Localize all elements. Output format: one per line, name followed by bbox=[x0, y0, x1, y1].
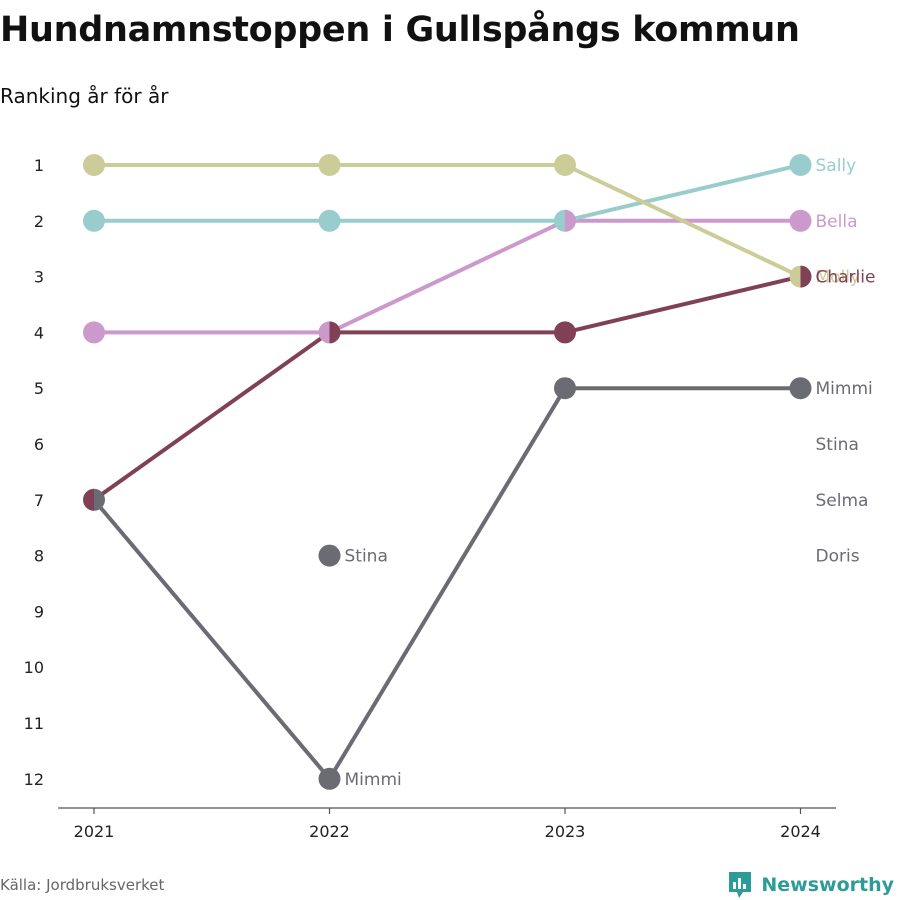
end-label-charlie: Charlie bbox=[816, 268, 876, 288]
series-line-mimmi bbox=[92, 386, 801, 781]
x-tick-label-2022: 2022 bbox=[309, 822, 350, 841]
point-sally-2023 bbox=[554, 209, 565, 232]
point-bella-2021 bbox=[83, 321, 105, 344]
brand-logo: Newsworthy bbox=[727, 870, 894, 900]
x-tick-label-2024: 2024 bbox=[780, 822, 821, 841]
point-mimmi-2022 bbox=[318, 767, 341, 790]
end-label-sally: Sally bbox=[816, 156, 857, 176]
y-tick-label-3: 3 bbox=[34, 268, 44, 287]
y-tick-label-2: 2 bbox=[34, 212, 44, 231]
point-charlie-2023 bbox=[554, 321, 576, 344]
point-bella-2024 bbox=[789, 209, 812, 232]
source-note: Källa: Jordbruksverket bbox=[0, 876, 165, 894]
point-molly-2022 bbox=[318, 154, 341, 176]
y-tick-label-12: 12 bbox=[24, 770, 44, 789]
y-tick-label-11: 11 bbox=[24, 714, 44, 733]
point-mimmi-2023 bbox=[554, 377, 576, 400]
end-label-stina: Stina bbox=[816, 435, 859, 455]
point-molly-2024 bbox=[789, 265, 801, 288]
y-tick-label-4: 4 bbox=[34, 323, 44, 342]
y-tick-label-7: 7 bbox=[34, 491, 44, 510]
end-label-doris: Doris bbox=[816, 547, 860, 567]
series-line-charlie bbox=[92, 274, 801, 502]
annotation-stina-2022: Stina bbox=[345, 547, 388, 567]
point-charlie-2021 bbox=[83, 488, 94, 511]
y-tick-label-8: 8 bbox=[34, 547, 44, 566]
end-label-selma: Selma bbox=[816, 491, 869, 511]
point-mimmi-2021 bbox=[94, 488, 106, 511]
x-tick-label-2021: 2021 bbox=[74, 822, 115, 841]
point-sally-2024 bbox=[789, 154, 812, 176]
x-tick-label-2023: 2023 bbox=[545, 822, 586, 841]
y-tick-label-10: 10 bbox=[24, 658, 44, 677]
point-stina-2022 bbox=[318, 544, 341, 567]
point-molly-2021 bbox=[83, 154, 105, 176]
y-tick-label-6: 6 bbox=[34, 435, 44, 454]
end-label-bella: Bella bbox=[816, 212, 858, 232]
chart-title: Hundnamnstoppen i Gullspångs kommun bbox=[0, 10, 800, 50]
series-line-molly bbox=[94, 163, 802, 279]
series-line-bella bbox=[94, 218, 801, 335]
series-line-sally bbox=[94, 163, 801, 223]
point-sally-2022 bbox=[318, 209, 341, 232]
point-charlie-2022 bbox=[329, 321, 341, 344]
point-bella-2023 bbox=[565, 209, 576, 232]
end-label-mimmi: Mimmi bbox=[816, 379, 873, 399]
newsworthy-logo-icon bbox=[729, 872, 752, 898]
y-tick-label-9: 9 bbox=[34, 602, 44, 621]
point-bella-2022 bbox=[318, 321, 330, 344]
point-molly-2023 bbox=[554, 154, 576, 176]
brand-name: Newsworthy bbox=[761, 874, 894, 896]
y-tick-label-5: 5 bbox=[34, 379, 44, 398]
chart-subtitle: Ranking år för år bbox=[0, 84, 169, 108]
y-tick-label-1: 1 bbox=[34, 156, 44, 175]
point-charlie-2024 bbox=[800, 265, 812, 288]
annotation-mimmi-2022: Mimmi bbox=[345, 770, 402, 790]
point-sally-2021 bbox=[83, 209, 105, 232]
end-label-molly: Molly bbox=[816, 268, 861, 288]
point-mimmi-2024 bbox=[789, 377, 812, 400]
